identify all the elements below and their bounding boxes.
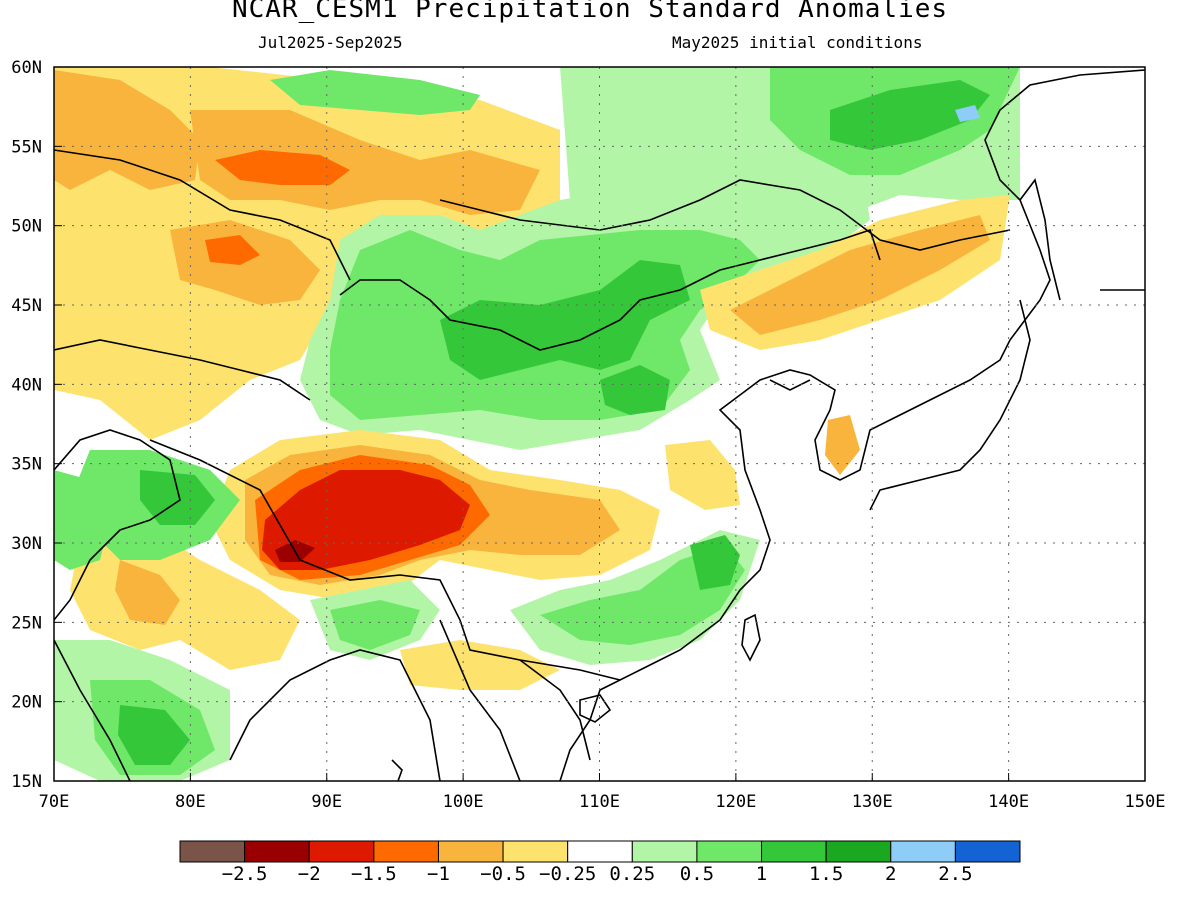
- border-china-south: [149, 439, 621, 681]
- lat-tick-label: 50N: [11, 217, 42, 237]
- dry-region-northeast-orange: [730, 215, 990, 335]
- colorbar-swatch: [244, 840, 310, 863]
- colorbar-label: 2: [885, 863, 896, 885]
- lat-tick-label: 15N: [11, 772, 42, 792]
- wet-region-okhotsk-core: [830, 80, 990, 150]
- forecast-period: Jul2025-Sep2025: [258, 33, 403, 52]
- colorbar-label: −1: [427, 863, 450, 885]
- colorbar-label: −1.5: [351, 863, 397, 885]
- wet-region-gansu-core: [600, 365, 670, 415]
- lon-tick-label: 120E: [715, 792, 756, 812]
- lat-tick-label: 45N: [11, 296, 42, 316]
- coastlines-and-borders: [54, 69, 1145, 781]
- border-india-pakistan: [54, 429, 181, 621]
- anomaly-field: [54, 67, 1020, 781]
- lat-tick-label: 25N: [11, 613, 42, 633]
- lat-tick-label: 30N: [11, 534, 42, 554]
- colorbar-swatch: [179, 840, 246, 863]
- lon-tick-label: 80E: [175, 792, 206, 812]
- colorbar-swatch: [502, 840, 569, 863]
- dry-region-tibet-red: [262, 470, 470, 570]
- border-kazakh: [54, 149, 351, 281]
- border-korea-nk: [769, 379, 811, 391]
- colorbar-label: 2.5: [938, 863, 972, 885]
- coastline-india-bengal: [54, 639, 441, 781]
- dry-region-siberia-orange: [190, 110, 540, 215]
- wet-region-okhotsk-peak: [955, 105, 980, 122]
- wet-region-jiangxi-core: [690, 535, 740, 590]
- lon-tick-label: 140E: [988, 792, 1029, 812]
- wet-region-south-china-mid: [540, 545, 745, 645]
- dry-region-siberia-core: [215, 150, 350, 185]
- lon-tick-label: 130E: [852, 792, 893, 812]
- wet-region-mongolia-core: [440, 260, 690, 380]
- initial-conditions-label: May2025 initial conditions: [672, 33, 923, 52]
- colorbar-swatch: [825, 840, 892, 863]
- wet-region-himalaya-core: [140, 470, 215, 525]
- colorbar-swatch: [308, 840, 375, 863]
- wet-region-bengal-mid: [330, 600, 420, 650]
- dry-region-india-orange: [115, 560, 180, 625]
- border-southeast-asia: [439, 619, 591, 781]
- colorbar-label: −2.5: [222, 863, 268, 885]
- colorbar-label: 0.25: [609, 863, 655, 885]
- lat-tick-label: 60N: [11, 58, 42, 78]
- lon-tick-label: 100E: [443, 792, 484, 812]
- wet-region-pakistan: [54, 470, 110, 570]
- lat-tick-label: 20N: [11, 693, 42, 713]
- coastline-sri-lanka-edge: [391, 759, 403, 781]
- dry-region-korea: [825, 415, 860, 475]
- border-russia-china: [439, 179, 1011, 251]
- lon-tick-label: 90E: [311, 792, 342, 812]
- map-title: NCAR_CESM1 Precipitation Standard Anomal…: [231, 0, 949, 24]
- colorbar-swatch: [954, 840, 1021, 863]
- colorbar-label: 1.5: [809, 863, 843, 885]
- colorbar-swatch: [761, 840, 827, 863]
- gridlines: [54, 67, 1145, 781]
- axis-ticks: 70E 80E 90E 100E 110E 120E 130E 140E 150E 15N 20N 2…: [11, 58, 1165, 812]
- dry-region-west-orange: [54, 70, 200, 190]
- colorbar-label: 1: [756, 863, 767, 885]
- lon-tick-label: 110E: [579, 792, 620, 812]
- lon-tick-label: 150E: [1125, 792, 1166, 812]
- dry-region-east-china: [665, 440, 740, 510]
- lat-tick-label: 55N: [11, 137, 42, 157]
- colorbar-label: −0.5: [480, 863, 526, 885]
- colorbar-label: −0.25: [539, 863, 596, 885]
- colorbar-swatch: [696, 840, 763, 863]
- colorbar-swatch: [890, 840, 956, 863]
- lon-tick-label: 70E: [39, 792, 70, 812]
- wet-region-india-south-core: [118, 705, 190, 765]
- lat-tick-label: 35N: [11, 455, 42, 475]
- wet-region-northwest-band: [270, 70, 480, 115]
- coastline-japan: [869, 299, 1031, 511]
- colorbar-swatch: [631, 840, 698, 863]
- border-mongolia: [339, 228, 881, 351]
- dry-region-myanmar: [400, 640, 560, 690]
- lat-tick-label: 40N: [11, 375, 42, 395]
- colorbar-label: 0.5: [680, 863, 714, 885]
- coastline-sakhalin: [1019, 178, 1061, 301]
- coastline-east-asia: [559, 69, 1145, 781]
- colorbar-swatch: [567, 840, 633, 863]
- coastline-hainan: [579, 694, 612, 723]
- colorbar: −2.5 −2 −1.5 −1 −0.5 −0.25 0.25 0.5 1 1.5 2 2.5: [179, 840, 1021, 885]
- coastline-taiwan: [741, 613, 761, 662]
- border-central-asia: [54, 339, 311, 401]
- dry-region-kazakh-core: [205, 235, 260, 265]
- colorbar-swatch: [373, 840, 439, 863]
- colorbar-label: −2: [298, 863, 321, 885]
- colorbar-swatch: [437, 840, 504, 863]
